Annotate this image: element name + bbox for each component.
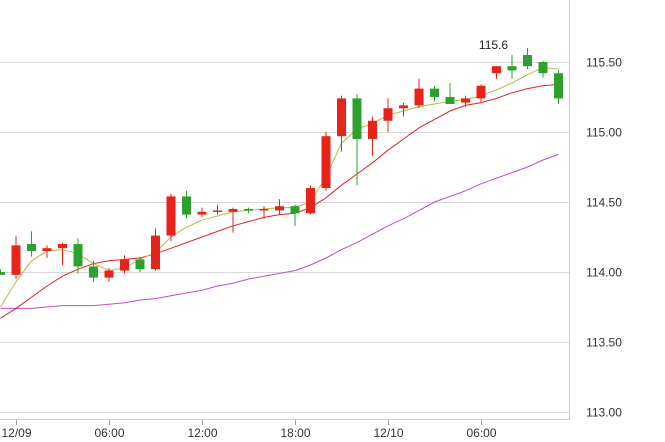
y-tick-label: 114.00 (586, 266, 622, 280)
candle-down (290, 204, 300, 226)
candle-down (554, 70, 563, 104)
candle-down (352, 94, 362, 186)
candle-up (492, 66, 501, 79)
ma-long-line (0, 153, 559, 309)
candle-body (368, 120, 377, 139)
candle-body (399, 105, 408, 109)
candle-up (151, 228, 160, 271)
x-tick-label: 18:00 (280, 426, 310, 440)
y-tick-label: 113.00 (586, 406, 622, 420)
price-axis-labels: 115.50 115.00 114.50 114.00 113.50 113.00 (586, 56, 622, 420)
candle-body (507, 66, 517, 71)
candle-up (414, 78, 424, 109)
high-price-annotation: 115.6 (479, 38, 508, 52)
candle-down (89, 260, 98, 282)
candle-body (213, 210, 222, 212)
moving-average-lines (0, 67, 559, 319)
candle-up (11, 235, 21, 279)
candle-body (430, 88, 439, 97)
candle-up (476, 84, 486, 103)
candle-down (430, 85, 439, 102)
candle-down (507, 55, 517, 79)
candle-body (58, 244, 67, 249)
x-tick-label: 06:00 (94, 426, 124, 440)
candle-body (151, 235, 160, 270)
candle-up (368, 116, 377, 156)
candle-body (228, 209, 238, 212)
candle-up (104, 267, 114, 282)
candle-down (244, 207, 253, 214)
candle-body (554, 73, 563, 99)
candle-body (120, 259, 129, 271)
candle-up (321, 132, 331, 191)
candle-up (166, 193, 176, 242)
x-tick-label: 06:00 (466, 426, 496, 440)
candle-body (73, 244, 83, 267)
candle-down (523, 48, 532, 69)
candle-body (104, 270, 114, 278)
candle-body (352, 98, 362, 139)
candle-body (414, 88, 424, 106)
candle-up (228, 207, 238, 233)
candle-body (476, 85, 486, 99)
candle-body (290, 206, 300, 214)
candle-body (492, 66, 501, 74)
candles (0, 48, 563, 282)
candle-up (399, 102, 408, 117)
candle-up (461, 95, 470, 107)
candle-body (461, 98, 470, 103)
candle-body (166, 196, 176, 236)
candle-up (259, 206, 269, 219)
candle-up (213, 204, 222, 215)
time-axis-labels: 12/09 06:00 12:00 18:00 12/10 06:00 (1, 420, 497, 440)
candle-body (197, 211, 207, 215)
candle-body (275, 206, 284, 211)
candle-body (538, 62, 548, 74)
candle-body (523, 55, 532, 67)
x-tick-label: 12:00 (187, 426, 217, 440)
candle-body (89, 266, 98, 278)
candle-down (182, 190, 191, 219)
candle-up (383, 98, 393, 132)
candle-up (337, 95, 346, 152)
candle-body (27, 244, 36, 251)
candle-down (27, 231, 36, 257)
y-tick-label: 114.50 (586, 196, 622, 210)
x-tick-label: 12/09 (1, 426, 31, 440)
candle-body (445, 97, 455, 104)
y-tick-label: 113.50 (586, 336, 622, 350)
candle-body (0, 272, 5, 275)
candle-body (259, 209, 269, 211)
candle-up (120, 255, 129, 274)
candle-body (182, 196, 191, 215)
candle-up (42, 245, 52, 258)
x-tick-label: 12/10 (373, 426, 403, 440)
candle-body (383, 108, 393, 121)
y-tick-label: 115.00 (586, 126, 622, 140)
candle-up (275, 199, 284, 215)
candle-body (321, 136, 331, 188)
candle-down (445, 83, 455, 104)
candle-down (0, 269, 5, 275)
candle-body (244, 209, 253, 211)
candle-body (11, 245, 21, 275)
candle-body (306, 188, 315, 214)
candle-up (58, 242, 67, 265)
candle-body (135, 259, 145, 270)
candle-up (306, 185, 315, 215)
candle-down (73, 238, 83, 274)
grid-lines (0, 62, 569, 413)
y-tick-label: 115.50 (586, 56, 622, 70)
candle-up (197, 207, 207, 218)
candle-body (337, 98, 346, 137)
candle-down (538, 60, 548, 78)
candle-body (42, 248, 52, 251)
candle-down (135, 256, 145, 272)
